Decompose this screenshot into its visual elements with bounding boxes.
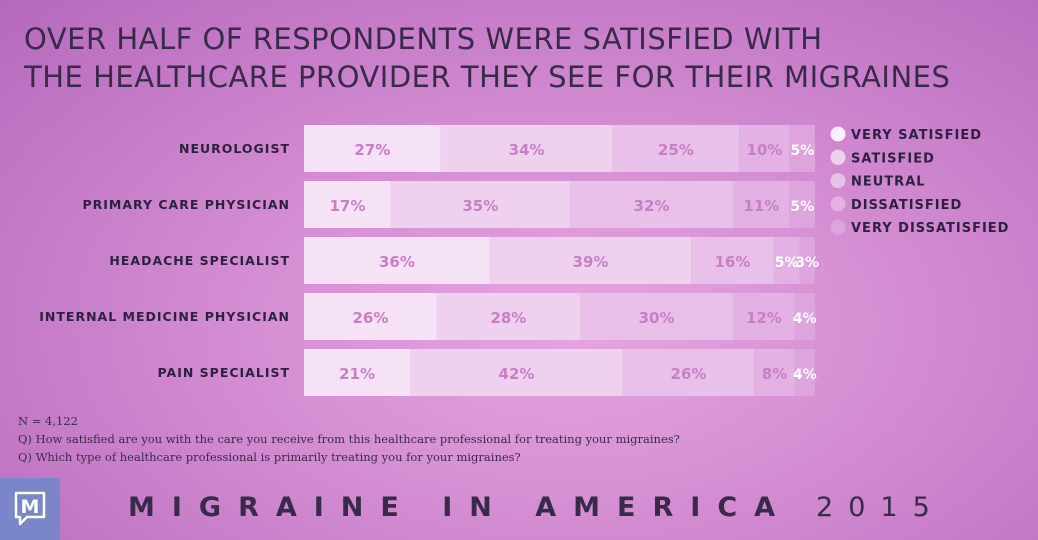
value-label-internal-medicine-physician-satisfied: 28% [490,309,526,327]
legend-label-very-satisfied: VERY SATISFIED [851,128,982,143]
brand-name: MIGRAINE IN AMERICA [128,492,793,523]
speech-bubble-logo-icon: M [14,491,46,526]
value-label-pain-specialist-dissatisfied: 8% [762,365,787,383]
bar-segment-neurologist-neutral [612,125,740,172]
value-label-primary-care-physician-very-satisfied: 17% [329,197,365,215]
bar-segment-headache-specialist-neutral [691,237,774,284]
bar-segment-primary-care-physician-dissatisfied [733,181,790,228]
bar-segment-internal-medicine-physician-neutral [579,293,734,340]
bar-segment-primary-care-physician-very-dissatisfied [789,181,815,228]
stacked-bar-chart: NEUROLOGIST 27% 34% 25% 10% 5% PRIMARY CARE PH… [39,125,1009,396]
value-label-internal-medicine-physician-dissatisfied: 12% [746,309,782,327]
value-label-internal-medicine-physician-very-dissatisfied: 4% [793,311,817,327]
category-label-pain-specialist: PAIN SPECIALIST [158,365,291,380]
value-label-neurologist-satisfied: 34% [509,141,545,159]
value-label-neurologist-very-satisfied: 27% [354,141,390,159]
category-label-headache-specialist: HEADACHE SPECIALIST [109,253,290,268]
value-label-primary-care-physician-neutral: 32% [634,197,670,215]
bar-segment-internal-medicine-physician-dissatisfied [733,293,795,340]
value-label-internal-medicine-physician-very-satisfied: 26% [352,309,388,327]
logo-letter: M [21,496,40,518]
bar-segment-headache-specialist-very-satisfied [304,237,490,284]
value-label-neurologist-dissatisfied: 10% [746,141,782,159]
legend-label-satisfied: SATISFIED [851,151,935,166]
question-note-1: Q) How satisfied are you with the care y… [18,432,680,446]
value-label-headache-specialist-neutral: 16% [714,253,750,271]
value-label-headache-specialist-very-satisfied: 36% [379,253,415,271]
footer-brand: MIGRAINE IN AMERICA 2015 [128,490,945,526]
brand-year: 2015 [816,492,945,523]
bar-segment-pain-specialist-neutral [622,349,755,396]
category-label-neurologist: NEUROLOGIST [179,141,290,156]
question-note-2: Q) Which type of healthcare professional… [18,450,521,464]
value-label-pain-specialist-very-dissatisfied: 4% [793,367,817,383]
bar-segment-pain-specialist-dissatisfied [754,349,795,396]
legend-label-very-dissatisfied: VERY DISSATISFIED [851,221,1009,236]
legend-swatch-very-dissatisfied [830,219,846,235]
value-label-pain-specialist-satisfied: 42% [499,365,535,383]
bar-segment-pain-specialist-very-dissatisfied [794,349,815,396]
survey-notes: N = 4,122 Q) How satisfied are you with … [18,412,680,466]
bar-segment-internal-medicine-physician-very-satisfied [304,293,437,340]
bar-segment-headache-specialist-very-dissatisfied [799,237,815,284]
value-label-internal-medicine-physician-neutral: 30% [639,309,675,327]
legend-swatch-very-satisfied [830,126,846,142]
bar-segment-neurologist-dissatisfied [739,125,790,172]
bar-segment-neurologist-very-satisfied [304,125,441,172]
value-label-primary-care-physician-satisfied: 35% [462,197,498,215]
bar-segment-internal-medicine-physician-satisfied [436,293,580,340]
sample-size-note: N = 4,122 [18,414,78,428]
bar-segment-headache-specialist-dissatisfied [773,237,800,284]
legend-swatch-satisfied [830,149,846,165]
bar-segment-internal-medicine-physician-very-dissatisfied [794,293,815,340]
legend-swatch-dissatisfied [830,196,846,212]
bar-segment-primary-care-physician-very-satisfied [304,181,391,228]
value-label-primary-care-physician-very-dissatisfied: 5% [790,199,814,215]
bar-segment-neurologist-satisfied [440,125,613,172]
value-label-headache-specialist-very-dissatisfied: 3% [795,255,819,271]
value-label-headache-specialist-dissatisfied: 5% [775,255,799,271]
legend-label-neutral: NEUTRAL [851,175,926,190]
bar-segment-headache-specialist-satisfied [489,237,692,284]
bar-segment-pain-specialist-very-satisfied [304,349,411,396]
legend-swatch-neutral [830,173,846,189]
bar-segment-primary-care-physician-neutral [569,181,734,228]
chart-title-line-2: THE HEALTHCARE PROVIDER THEY SEE FOR THE… [24,60,951,94]
bar-segment-neurologist-very-dissatisfied [789,125,815,172]
category-label-internal-medicine-physician: INTERNAL MEDICINE PHYSICIAN [39,309,290,324]
value-label-headache-specialist-satisfied: 39% [573,253,609,271]
bar-segment-primary-care-physician-satisfied [390,181,570,228]
value-label-primary-care-physician-dissatisfied: 11% [743,197,779,215]
value-label-neurologist-neutral: 25% [658,141,694,159]
legend-label-dissatisfied: DISSATISFIED [851,198,962,213]
value-label-pain-specialist-very-satisfied: 21% [339,365,375,383]
value-label-pain-specialist-neutral: 26% [671,365,707,383]
value-label-neurologist-very-dissatisfied: 5% [790,143,814,159]
migraine-logo: M [0,478,60,540]
chart-title-line-1: OVER HALF OF RESPONDENTS WERE SATISFIED … [24,22,823,56]
bar-segment-pain-specialist-satisfied [410,349,623,396]
chart-title: OVER HALF OF RESPONDENTS WERE SATISFIED … [24,20,950,96]
category-label-primary-care-physician: PRIMARY CARE PHYSICIAN [82,197,290,212]
